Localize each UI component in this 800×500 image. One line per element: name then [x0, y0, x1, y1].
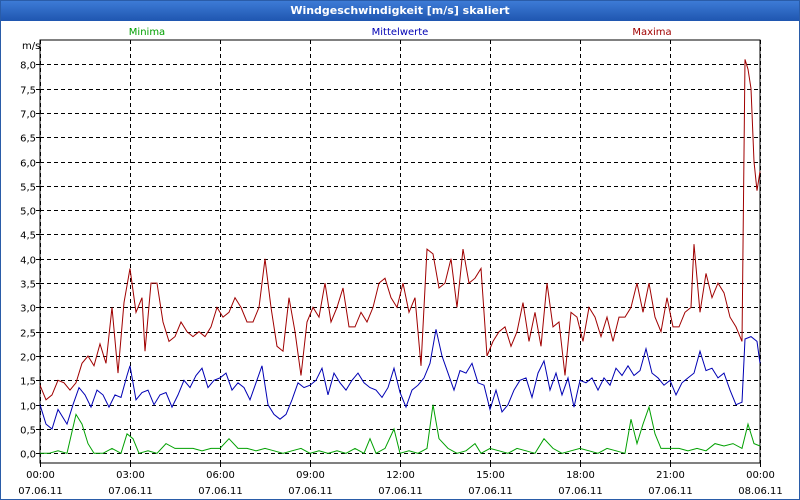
x-tick-time: 03:00 — [116, 470, 145, 481]
y-tick-label: 1,0 — [20, 402, 36, 413]
x-tick-time: 06:00 — [206, 470, 235, 481]
x-tick-date: 07.06.11 — [288, 486, 333, 497]
y-tick-label: 7,0 — [20, 110, 36, 121]
window-title: Windgeschwindigkeit [m/s] skaliert — [1, 1, 799, 21]
y-tick-label: 4,0 — [20, 256, 36, 267]
y-tick-label: 3,0 — [20, 304, 36, 315]
legend-minima: Minima — [129, 27, 165, 38]
x-tick-date: 07.06.11 — [18, 486, 63, 497]
x-tick-date: 07.06.11 — [198, 486, 243, 497]
x-tick-time: 09:00 — [296, 470, 325, 481]
y-tick-label: 6,0 — [20, 159, 36, 170]
y-tick-label: 2,0 — [20, 353, 36, 364]
x-tick-date: 07.06.11 — [558, 486, 603, 497]
x-tick-time: 12:00 — [386, 470, 415, 481]
y-tick-label: 6,5 — [20, 134, 36, 145]
y-tick-label: 8,0 — [20, 61, 36, 72]
y-tick-label: 0,0 — [20, 450, 36, 461]
x-tick-time: 18:00 — [566, 470, 595, 481]
x-tick-date: 07.06.11 — [648, 486, 693, 497]
y-axis-label: m/s — [22, 41, 40, 52]
y-tick-label: 3,5 — [20, 280, 36, 291]
x-tick-time: 21:00 — [656, 470, 685, 481]
x-tick-time: 00:00 — [746, 470, 775, 481]
x-tick-date: 07.06.11 — [108, 486, 153, 497]
series-line-maxima — [39, 59, 761, 401]
legend-mittelwerte: Mittelwerte — [372, 27, 429, 38]
y-tick-label: 5,5 — [20, 183, 36, 194]
y-tick-label: 7,5 — [20, 86, 36, 97]
x-tick-date: 07.06.11 — [378, 486, 423, 497]
y-tick-label: 1,5 — [20, 377, 36, 388]
series-line-minima — [40, 404, 761, 455]
x-tick-time: 15:00 — [476, 470, 505, 481]
x-tick-date: 07.06.11 — [468, 486, 513, 497]
y-tick-label: 5,0 — [20, 207, 36, 218]
series-line-mittelwerte — [39, 329, 761, 430]
y-tick-label: 0,5 — [20, 426, 36, 437]
y-tick-label: 4,5 — [20, 231, 36, 242]
y-tick-label: 2,5 — [20, 329, 36, 340]
x-tick-time: 00:00 — [26, 470, 55, 481]
x-tick-date: 08.06.11 — [738, 486, 783, 497]
legend-maxima: Maxima — [632, 27, 671, 38]
